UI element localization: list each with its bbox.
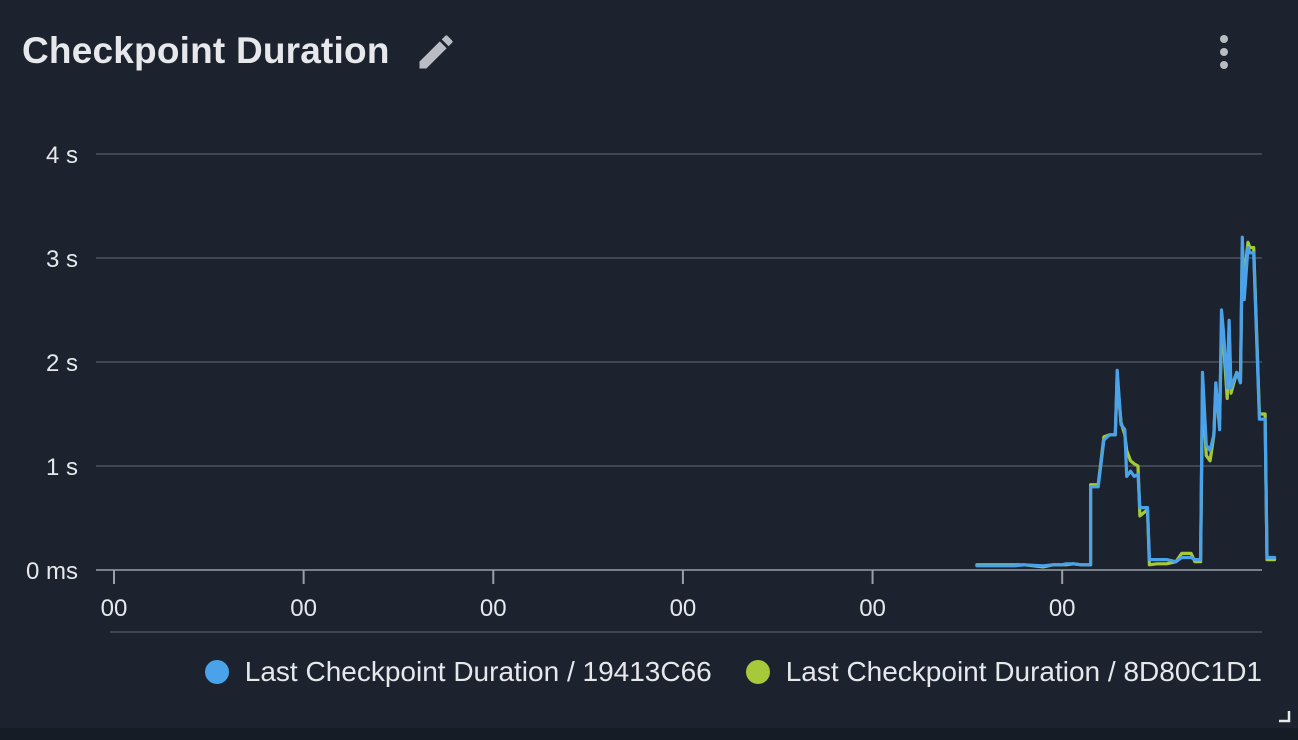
y-tick-label: 2 s: [46, 350, 78, 377]
panel-title: Checkpoint Duration: [22, 30, 390, 71]
x-tick-label: 00: [1049, 595, 1076, 622]
x-tick-label: 00: [101, 595, 128, 622]
x-tick-label: 00: [859, 595, 886, 622]
legend-label: Last Checkpoint Duration / 8D80C1D1: [785, 656, 1262, 687]
resize-handle[interactable]: [1276, 708, 1292, 724]
edit-title-button[interactable]: [414, 30, 458, 74]
panel-menu-button[interactable]: [1204, 30, 1244, 74]
series-line-19413c66[interactable]: [975, 235, 1277, 568]
x-tick-label: 00: [670, 595, 697, 622]
y-tick-label: 1 s: [46, 454, 78, 481]
y-axis: 0 ms 1 s 2 s 3 s 4 s: [26, 142, 78, 585]
grid-lines: [96, 153, 1262, 571]
legend-label: Last Checkpoint Duration / 19413C66: [244, 656, 712, 687]
x-tick-label: 00: [290, 595, 317, 622]
series-line-8d80c1d1[interactable]: [975, 240, 1277, 569]
panel-footer-strip: [0, 728, 1298, 740]
legend-item-19413c66[interactable]: Last Checkpoint Duration / 19413C66: [204, 656, 712, 688]
series-lines: [975, 235, 1277, 569]
x-axis: 00 00 00 00 00 00: [101, 570, 1262, 633]
resize-corner-icon: [1279, 711, 1291, 723]
y-tick-label: 3 s: [46, 246, 78, 273]
more-vertical-icon: [1220, 35, 1228, 69]
pencil-icon: [419, 35, 453, 69]
legend-item-8d80c1d1[interactable]: Last Checkpoint Duration / 8D80C1D1: [745, 656, 1262, 688]
chart-legend: Last Checkpoint Duration / 19413C66 Last…: [204, 652, 1262, 692]
legend-swatch: [204, 660, 229, 684]
x-tick-label: 00: [480, 595, 507, 622]
legend-swatch: [745, 660, 770, 684]
y-tick-label: 4 s: [46, 142, 78, 169]
y-tick-label: 0 ms: [26, 558, 78, 585]
